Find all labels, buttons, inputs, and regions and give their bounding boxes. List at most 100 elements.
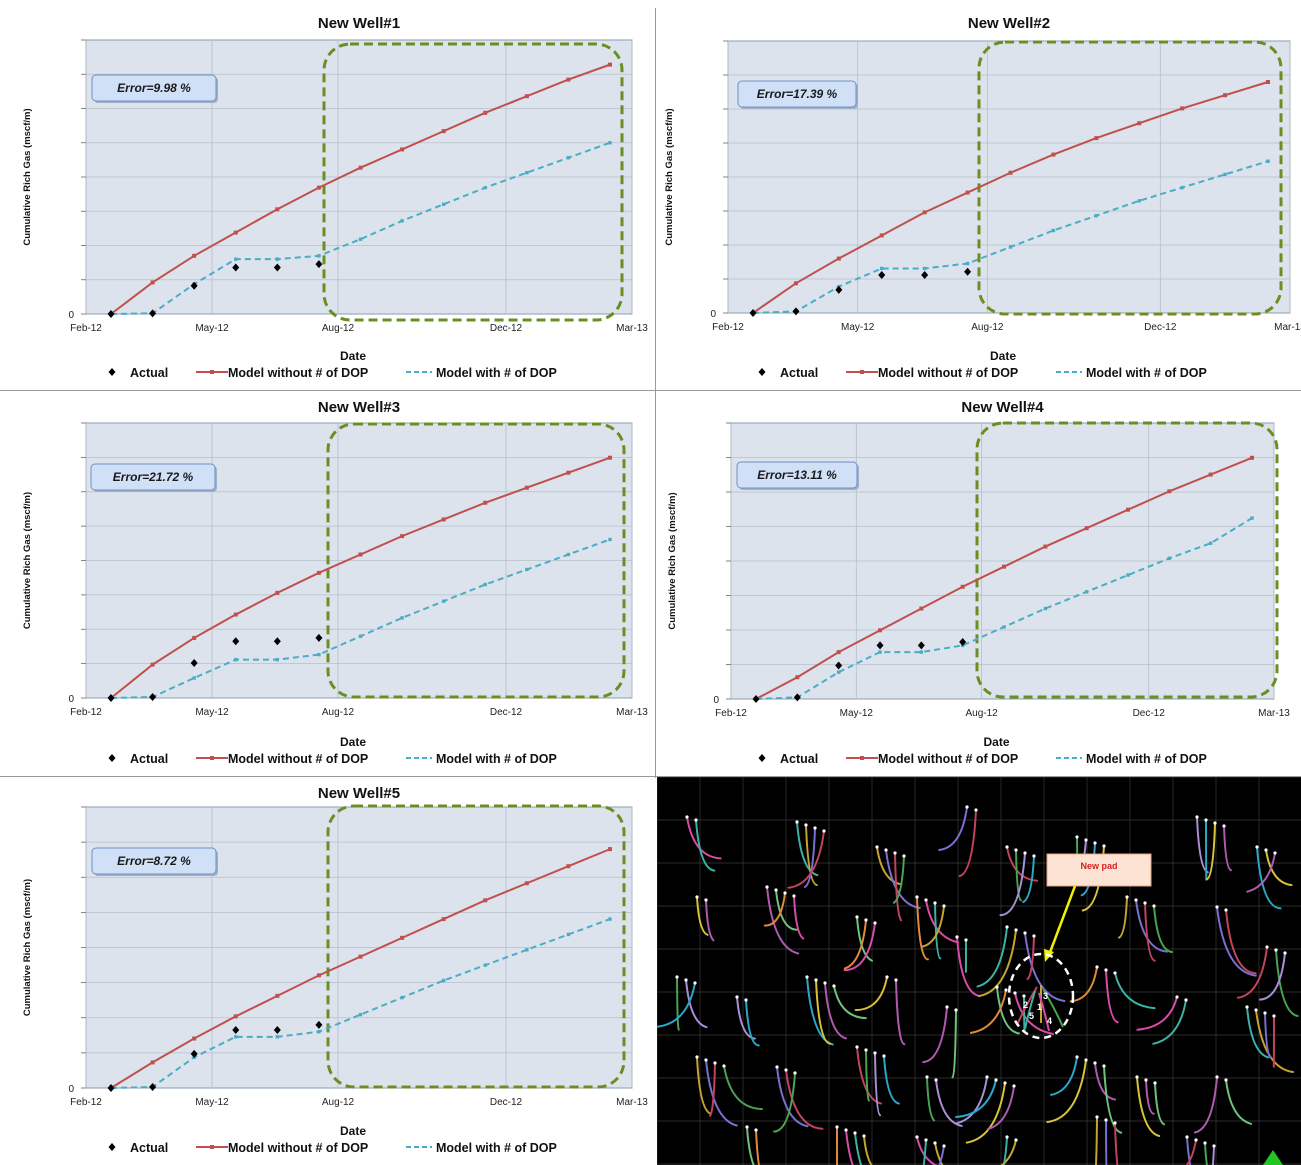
wellhead-marker (915, 895, 919, 899)
wellhead-marker (942, 1144, 946, 1148)
well-trajectory (863, 1135, 873, 1165)
well-trajectory (843, 922, 876, 972)
well-trajectory (926, 1076, 936, 1122)
wellhead-marker (1084, 838, 1088, 842)
chart-panel-new-well-5: New Well#5 Feb-12 May-12 Aug-12 Dec-12 Mar-13… (0, 778, 655, 1165)
wellhead-marker (1203, 1141, 1207, 1145)
well-trajectory (1258, 952, 1286, 1001)
data-point-model-with-dop (400, 616, 404, 620)
well-trajectory (999, 852, 1026, 917)
wellhead-marker (994, 1078, 998, 1082)
wellhead-marker (1204, 818, 1208, 822)
data-point-actual (273, 637, 281, 646)
well-trajectory (1145, 1079, 1155, 1115)
well-trajectory (773, 1072, 796, 1133)
data-point-actual (315, 1020, 323, 1029)
well-trajectory (1225, 909, 1257, 975)
well-trajectory (1069, 966, 1098, 1003)
north-arrow-icon (1263, 1150, 1283, 1165)
data-point-model-without-dop (441, 917, 446, 922)
legend-marker-actual (108, 368, 116, 376)
well-trajectory (1117, 896, 1128, 939)
data-point-model-with-dop (1223, 172, 1227, 177)
data-point-model-without-dop (1094, 136, 1099, 141)
x-tick-label: Feb-12 (70, 707, 102, 718)
error-label: Error=8.72 % (117, 854, 191, 868)
data-point-model-without-dop (233, 612, 238, 617)
error-label: Error=21.72 % (113, 470, 194, 484)
wellhead-marker (783, 891, 787, 895)
data-point-model-with-dop (1051, 228, 1056, 233)
data-point-model-with-dop (317, 1029, 321, 1034)
data-point-model-with-dop (1180, 185, 1184, 190)
map-well-trajectories (657, 805, 1299, 1165)
wellhead-marker (1215, 905, 1219, 909)
new-pad-callout: New pad 1 2 3 4 5 (1007, 853, 1152, 1040)
error-box (90, 463, 216, 491)
panel-divider-vertical (655, 8, 656, 778)
wellhead-marker (1224, 908, 1228, 912)
wellhead-marker (942, 904, 946, 908)
data-point-actual (149, 692, 157, 701)
chart-panel-new-well-3: New Well#3 Feb-12 May-12 Aug-12 Dec-12 Mar-13… (0, 392, 655, 776)
x-tick-label: May-12 (195, 707, 229, 718)
well-trajectory (685, 979, 708, 1029)
data-point-actual (315, 633, 323, 642)
well-trajectory (803, 827, 816, 888)
wellhead-marker (1224, 1078, 1228, 1082)
data-point-actual (190, 281, 198, 290)
x-tick-label: Aug-12 (322, 707, 355, 718)
wellhead-marker (924, 898, 928, 902)
new-pad-well-trajectory (1042, 988, 1064, 1028)
data-point-model-with-dop (483, 185, 487, 190)
legend-label-model-without: Model without # of DOP (228, 752, 368, 766)
wellhead-marker (985, 1075, 989, 1079)
x-tick-label: Aug-12 (322, 1097, 355, 1108)
new-pad-well-trajectory (1016, 986, 1038, 1026)
legend-marker-model-without (860, 756, 864, 760)
well-trajectory (1024, 932, 1066, 1002)
wellhead-marker (974, 808, 978, 812)
wellhead-marker (853, 1131, 857, 1135)
data-point-model-without-dop (483, 500, 488, 505)
well-trajectory (1211, 1145, 1215, 1165)
wellhead-marker (864, 1048, 868, 1052)
y-axis-label: Cumulative Rich Gas (mscf/m) (664, 108, 675, 245)
wellhead-marker (1175, 995, 1179, 999)
wellhead-marker (955, 935, 959, 939)
data-point-model-without-dop (1126, 507, 1130, 512)
well-trajectory (657, 982, 696, 1028)
well-trajectory (776, 1066, 809, 1128)
data-point-actual (793, 693, 801, 702)
well-trajectory (986, 1085, 1015, 1131)
x-axis-label: Date (340, 735, 366, 749)
legend-label-actual: Actual (130, 366, 168, 380)
wellhead-marker (945, 1005, 949, 1009)
wellhead-marker (1255, 845, 1259, 849)
legend-label-model-with: Model with # of DOP (436, 366, 557, 380)
wellhead-marker (804, 823, 808, 827)
x-tick-label: Mar-13 (616, 1097, 648, 1108)
wellhead-marker (775, 1065, 779, 1069)
well-trajectory (805, 824, 818, 887)
wellhead-marker (933, 1141, 937, 1145)
well-trajectory (796, 821, 819, 877)
wellhead-marker (1014, 1138, 1018, 1142)
data-point-model-without-dop (400, 147, 405, 152)
wellhead-marker (823, 981, 827, 985)
new-pad-ellipse (1007, 952, 1075, 1040)
data-point-model-with-dop (234, 657, 238, 662)
well-trajectory (1275, 949, 1299, 1017)
well-trajectory (1236, 946, 1268, 999)
well-trajectory (955, 1076, 988, 1125)
well-trajectory (934, 902, 942, 960)
well-trajectory (977, 929, 1017, 998)
well-trajectory (916, 1136, 938, 1165)
well-trajectory (1000, 1139, 1017, 1165)
data-point-model-without-dop (566, 470, 571, 475)
forecast-highlight-box (326, 422, 626, 699)
wellhead-marker (885, 975, 889, 979)
wellhead-marker (1125, 895, 1129, 899)
wellhead-marker (1152, 904, 1156, 908)
wellhead-marker (822, 829, 826, 833)
